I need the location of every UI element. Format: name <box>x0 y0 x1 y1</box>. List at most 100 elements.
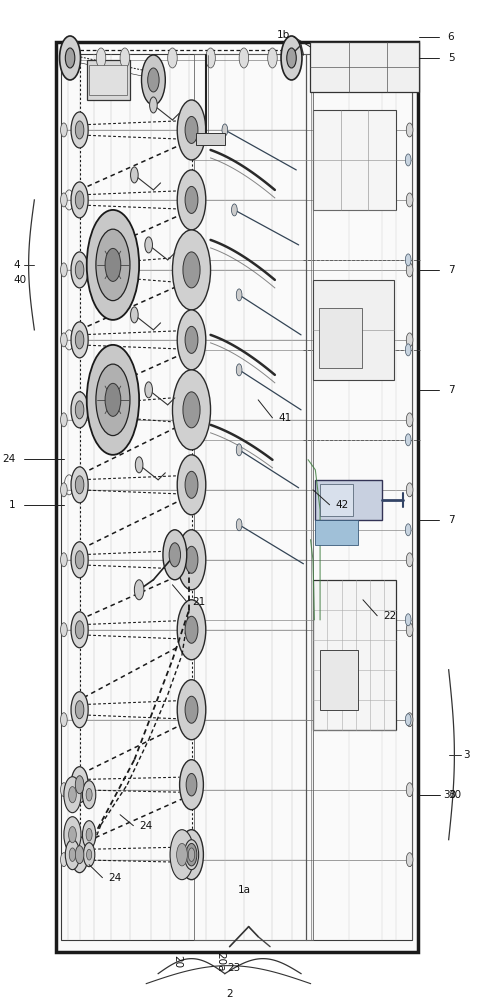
Circle shape <box>71 392 88 428</box>
Circle shape <box>71 692 88 728</box>
Circle shape <box>96 229 130 301</box>
Bar <box>313 280 394 380</box>
Text: 24: 24 <box>2 454 15 464</box>
Text: 2: 2 <box>226 989 233 999</box>
Circle shape <box>61 413 67 427</box>
Circle shape <box>71 182 88 218</box>
Circle shape <box>186 773 197 796</box>
Circle shape <box>61 853 67 867</box>
Circle shape <box>177 680 206 740</box>
Circle shape <box>87 345 139 455</box>
Circle shape <box>183 392 200 428</box>
Circle shape <box>64 817 81 853</box>
Bar <box>194 54 313 940</box>
Text: 4: 4 <box>13 260 20 270</box>
Circle shape <box>405 434 411 446</box>
Text: 3: 3 <box>464 750 470 760</box>
Bar <box>87 60 130 100</box>
Bar <box>319 308 362 368</box>
Circle shape <box>222 124 228 136</box>
Text: 30: 30 <box>443 790 456 800</box>
Text: 40: 40 <box>13 275 27 285</box>
Circle shape <box>185 616 198 643</box>
Text: 23: 23 <box>228 963 241 973</box>
Text: 42: 42 <box>335 500 348 510</box>
Circle shape <box>61 123 67 137</box>
Text: 20: 20 <box>172 955 182 968</box>
Circle shape <box>180 760 203 810</box>
Circle shape <box>173 370 211 450</box>
Bar <box>313 580 396 730</box>
Circle shape <box>170 830 194 880</box>
Circle shape <box>68 827 76 843</box>
Circle shape <box>71 467 88 503</box>
Circle shape <box>177 530 206 590</box>
Bar <box>309 42 419 92</box>
Circle shape <box>71 612 88 648</box>
Circle shape <box>64 777 81 813</box>
Circle shape <box>177 100 206 160</box>
Text: 22: 22 <box>383 611 396 621</box>
Circle shape <box>145 382 152 398</box>
Circle shape <box>105 383 121 416</box>
Text: 5: 5 <box>448 53 455 63</box>
Circle shape <box>131 307 138 323</box>
Circle shape <box>71 252 88 288</box>
Circle shape <box>406 553 413 567</box>
Circle shape <box>145 237 152 253</box>
Text: 20a: 20a <box>215 952 225 971</box>
Circle shape <box>96 48 106 68</box>
Circle shape <box>87 210 139 320</box>
Text: 30: 30 <box>448 790 461 800</box>
Circle shape <box>188 848 195 861</box>
Circle shape <box>406 413 413 427</box>
Text: 1: 1 <box>9 500 15 510</box>
Circle shape <box>177 310 206 370</box>
Text: 24: 24 <box>139 821 152 831</box>
Circle shape <box>65 840 80 870</box>
Circle shape <box>135 457 143 473</box>
Circle shape <box>61 333 67 347</box>
Circle shape <box>173 230 211 310</box>
Circle shape <box>177 170 206 230</box>
Circle shape <box>281 36 302 80</box>
Circle shape <box>406 783 413 797</box>
Circle shape <box>120 48 130 68</box>
Circle shape <box>83 843 95 867</box>
Circle shape <box>185 471 198 498</box>
Circle shape <box>406 713 413 727</box>
Circle shape <box>406 123 413 137</box>
Circle shape <box>86 828 92 841</box>
Circle shape <box>236 289 242 301</box>
Circle shape <box>185 116 198 143</box>
Bar <box>89 65 127 95</box>
Circle shape <box>406 193 413 207</box>
Circle shape <box>168 48 177 68</box>
Circle shape <box>61 623 67 637</box>
Circle shape <box>71 542 88 578</box>
Circle shape <box>183 252 200 288</box>
Circle shape <box>231 204 237 216</box>
Circle shape <box>180 830 203 880</box>
Circle shape <box>142 55 165 105</box>
Circle shape <box>406 483 413 497</box>
Circle shape <box>75 476 84 494</box>
Bar <box>315 520 358 545</box>
Circle shape <box>61 193 67 207</box>
Bar <box>56 42 418 952</box>
Circle shape <box>75 261 84 279</box>
Circle shape <box>177 600 206 660</box>
Circle shape <box>405 154 411 166</box>
Text: 7: 7 <box>448 385 455 395</box>
Circle shape <box>71 767 88 803</box>
Circle shape <box>61 713 67 727</box>
Circle shape <box>185 696 198 723</box>
Circle shape <box>75 621 84 639</box>
Circle shape <box>71 837 88 873</box>
Circle shape <box>177 455 206 515</box>
Bar <box>62 54 412 940</box>
Circle shape <box>82 821 96 849</box>
Text: 24: 24 <box>108 873 121 883</box>
Circle shape <box>60 36 80 80</box>
Circle shape <box>405 524 411 536</box>
